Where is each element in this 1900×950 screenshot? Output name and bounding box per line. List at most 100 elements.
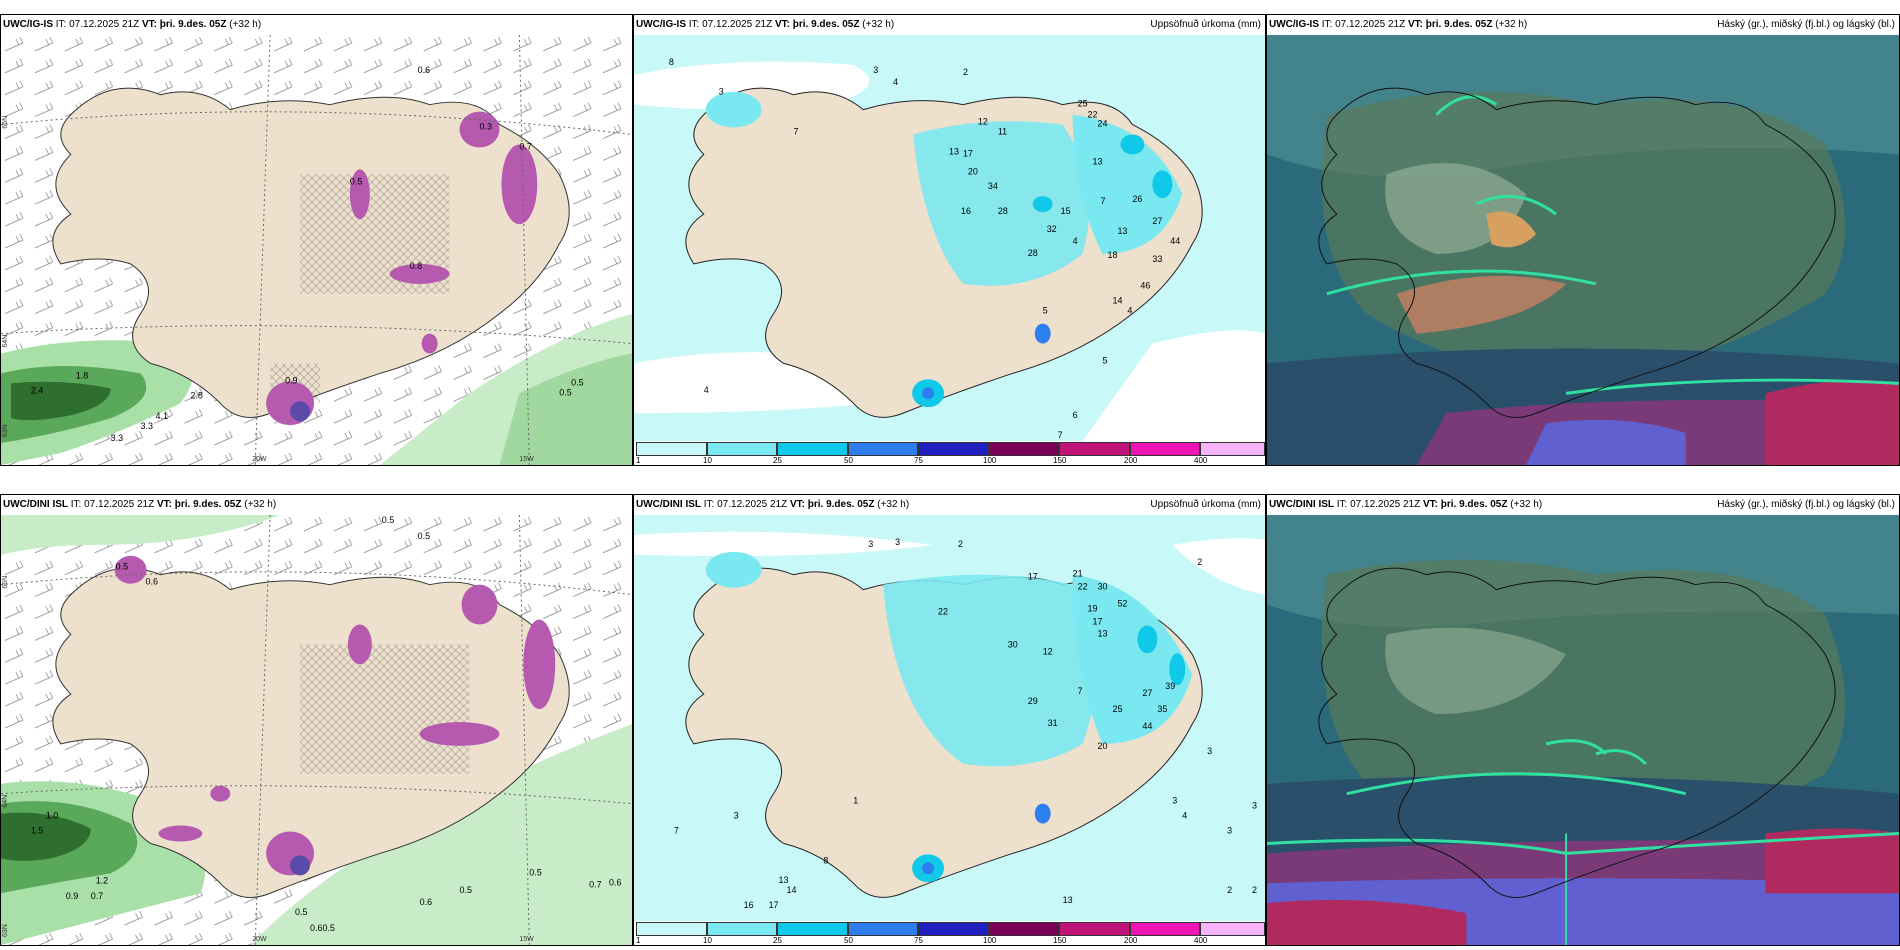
iceland-outline [1318, 87, 1836, 418]
lon-label-15w: 15W [519, 456, 534, 463]
value-label: 0.5 [559, 387, 571, 397]
value-label: 7 [1078, 686, 1083, 696]
value-label: 2.8 [190, 390, 202, 400]
value-label: 20 [968, 166, 978, 176]
value-label: 30 [1008, 639, 1018, 649]
value-label: 35 [1157, 704, 1167, 714]
value-label: 28 [1028, 248, 1038, 258]
legend-tick: 25 [773, 456, 782, 465]
value-label: 1.5 [31, 826, 43, 836]
legend-swatch [707, 442, 777, 456]
lat-label-63n: 63N [2, 424, 9, 437]
value-label: 25 [1078, 99, 1088, 109]
legend-tick: 25 [773, 936, 782, 945]
legend-tick: 150 [1053, 936, 1067, 945]
lon-label-20w: 20W [252, 456, 267, 463]
value-label: 0.8 [410, 261, 422, 271]
value-label: 0.5 [529, 867, 541, 877]
value-label: 0.6 [146, 577, 158, 587]
legend-tick: 100 [983, 936, 997, 945]
panel-title: Háský (gr.), miðský (fj.bl.) og lágský (… [1717, 19, 1895, 30]
value-label: 1.0 [46, 811, 58, 821]
value-label: 16 [961, 206, 971, 216]
value-label: 5 [1103, 355, 1108, 365]
value-label: 0.9 [66, 891, 78, 901]
value-label: 20 [1098, 741, 1108, 751]
value-label: 30 [1098, 582, 1108, 592]
legend-swatch [1130, 922, 1200, 936]
panel-bottom-precip: UWC/DINI ISL IT: 07.12.2025 21Z VT: þri.… [633, 494, 1266, 946]
precip-legend: 1 10 25 50 75 100 150 200 400 [634, 441, 1265, 465]
value-label: 13 [1117, 226, 1127, 236]
panel-top-clouds: UWC/IG-IS IT: 07.12.2025 21Z VT: þri. 9.… [1266, 14, 1900, 466]
legend-tick: 50 [844, 936, 853, 945]
legend-tick: 50 [844, 456, 853, 465]
value-label: 2 [1252, 885, 1257, 895]
value-label: 8 [823, 855, 828, 865]
value-label: 0.7 [519, 141, 531, 151]
legend-tick: 75 [914, 456, 923, 465]
legend-swatch [777, 442, 848, 456]
panel-title: Uppsöfnuð úrkoma (mm) [1150, 19, 1261, 30]
value-label: 7 [674, 825, 679, 835]
value-label: 22 [1088, 110, 1098, 120]
value-label: 2 [963, 67, 968, 77]
value-label: 34 [988, 181, 998, 191]
value-label: 17 [769, 900, 779, 910]
precip-legend: 1 10 25 50 75 100 150 200 400 [634, 921, 1265, 945]
value-label: 0.6 [609, 877, 621, 887]
value-label: 0.7 [91, 891, 103, 901]
map-cloud-cover [1267, 515, 1899, 945]
legend-swatch [777, 922, 848, 936]
value-label: 6 [1073, 410, 1078, 420]
legend-tick: 200 [1124, 456, 1138, 465]
legend-tick: 200 [1124, 936, 1138, 945]
lat-label-66n: 66N [2, 116, 9, 129]
value-label: 33 [1152, 254, 1162, 264]
value-label: 0.7 [589, 879, 601, 889]
value-label: 44 [1142, 721, 1152, 731]
lat-label-66n: 66N [2, 576, 9, 589]
value-label: 17 [1028, 572, 1038, 582]
legend-tick: 400 [1194, 456, 1208, 465]
legend-swatch [1059, 442, 1130, 456]
legend-swatch [848, 922, 918, 936]
value-label: 0.3 [479, 122, 491, 132]
value-label: 0.60.5 [310, 923, 335, 933]
value-label: 4 [704, 385, 709, 395]
legend-tick: 400 [1194, 936, 1208, 945]
value-label: 27 [1142, 688, 1152, 698]
value-label: 22 [938, 607, 948, 617]
legend-tick: 75 [914, 936, 923, 945]
panel-title: Uppsöfnuð úrkoma (mm) [1150, 499, 1261, 510]
legend-swatch [989, 442, 1059, 456]
value-label: 1.8 [76, 370, 88, 380]
value-label: 8 [669, 57, 674, 67]
value-label: 25 [1112, 704, 1122, 714]
value-label: 17 [1093, 616, 1103, 626]
value-label: 3 [1227, 825, 1232, 835]
value-label: 19 [1088, 604, 1098, 614]
value-label: 3.3 [141, 421, 153, 431]
value-label: 7 [793, 127, 798, 137]
value-label: 39 [1165, 681, 1175, 691]
lat-label-64n: 64N [2, 335, 9, 348]
value-label: 7 [1101, 196, 1106, 206]
map-wind-precip: 20W 15W 66N 64N 63N 0.5 0.5 0.5 0.6 1.0 … [1, 515, 632, 945]
legend-tick: 100 [983, 456, 997, 465]
lon-label-20w: 20W [252, 936, 267, 943]
value-label: 2 [1197, 557, 1202, 567]
legend-swatch [918, 922, 989, 936]
value-label: 15 [1061, 206, 1071, 216]
legend-swatch [636, 922, 707, 936]
value-label: 3 [868, 539, 873, 549]
value-label: 29 [1028, 696, 1038, 706]
panel-bottom-wind-precip: UWC/DINI ISL IT: 07.12.2025 21Z VT: þri.… [0, 494, 633, 946]
value-label: 0.5 [460, 885, 472, 895]
value-label: 3 [1252, 801, 1257, 811]
value-label: 11 [998, 127, 1007, 137]
value-label: 0.5 [295, 907, 307, 917]
value-label: 13 [779, 875, 789, 885]
value-label: 17 [963, 148, 973, 158]
value-label: 13 [1063, 895, 1073, 905]
